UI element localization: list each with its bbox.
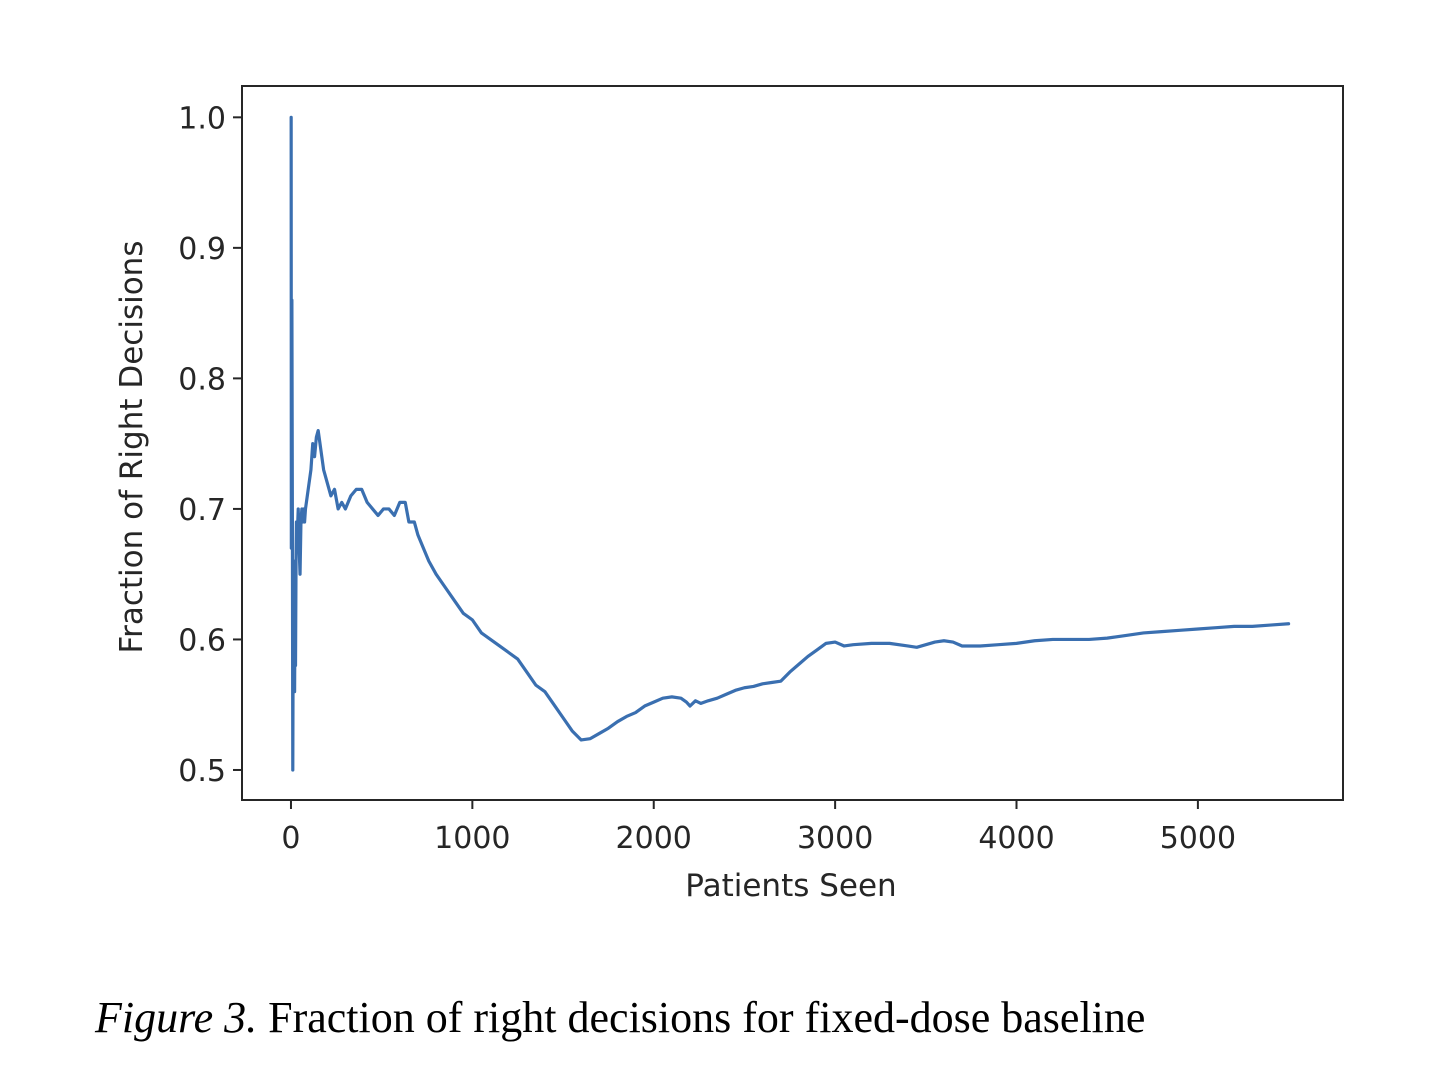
x-tick-label: 2000 bbox=[616, 821, 692, 856]
x-axis-label: Patients Seen bbox=[685, 868, 896, 904]
y-axis-label: Fraction of Right Decisions bbox=[114, 241, 150, 654]
series-line bbox=[289, 115, 1291, 772]
x-tick-label: 3000 bbox=[797, 821, 873, 856]
y-tick-label: 0.8 bbox=[178, 362, 226, 397]
y-axis: 0.5 0.6 0.7 0.8 0.9 1.0 bbox=[178, 101, 242, 789]
x-tick-label: 1000 bbox=[434, 821, 510, 856]
x-axis: 0 1000 2000 3000 4000 5000 bbox=[281, 800, 1236, 856]
y-tick-label: 0.5 bbox=[178, 754, 226, 789]
x-tick-label: 4000 bbox=[978, 821, 1054, 856]
line-chart: 0 1000 2000 3000 4000 5000 0.5 0.6 0.7 0.8 0.9 1.0… bbox=[114, 85, 1344, 904]
y-tick-label: 0.9 bbox=[178, 232, 226, 267]
figure-caption: Figure 3. Fraction of right decisions fo… bbox=[95, 992, 1395, 1043]
y-tick-label: 0.7 bbox=[178, 493, 226, 528]
x-tick-label: 5000 bbox=[1160, 821, 1236, 856]
y-tick-label: 1.0 bbox=[178, 101, 226, 136]
caption-text: Fraction of right decisions for fixed-do… bbox=[257, 993, 1146, 1042]
y-tick-label: 0.6 bbox=[178, 623, 226, 658]
x-tick-label: 0 bbox=[281, 821, 300, 856]
plot-frame bbox=[241, 85, 1344, 801]
figure-number: Figure 3. bbox=[95, 993, 258, 1042]
